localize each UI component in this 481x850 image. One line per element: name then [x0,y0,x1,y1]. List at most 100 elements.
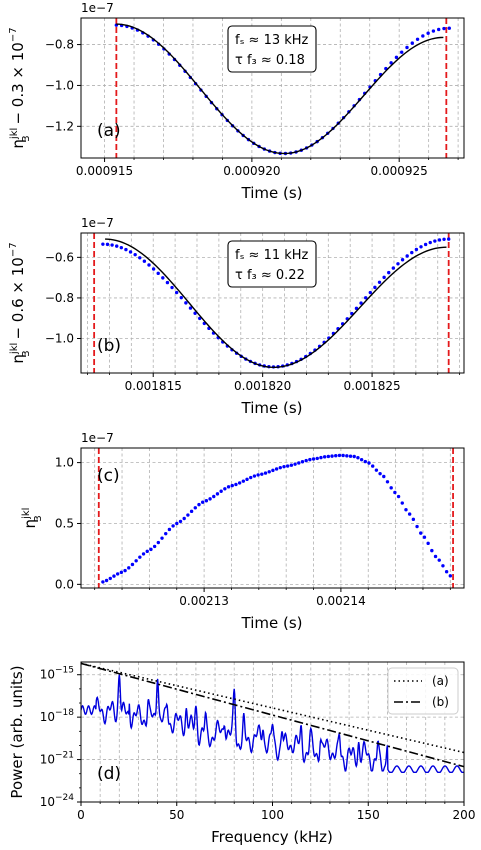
panel-c-label: (c) [97,466,120,486]
data-point [426,31,430,35]
data-point [252,474,257,478]
data-point [133,252,137,257]
data-point [446,237,451,241]
data-point [130,562,135,567]
data-point [134,559,138,563]
panel-c-grid [81,448,464,588]
x-tick-label: 0.001820 [234,379,291,393]
y-tick-label: −0.8 [45,38,74,52]
data-point [297,461,301,465]
y-tick-label: 0.5 [55,516,74,530]
panel-c-xlabel: Time (s) [241,614,303,632]
panel-a-annotation-fs: fₛ ≈ 13 kHz [235,33,309,48]
panel-c-ticks: 0.00213 0.00214 0.0 0.5 1.0 [55,456,451,608]
data-point [442,237,446,242]
y-tick-label: −0.6 [45,250,74,264]
data-point [308,457,312,462]
data-point [282,464,286,469]
panel-c-frame [80,447,465,589]
data-point [101,580,105,584]
data-point [179,295,183,300]
panel-a-xlabel: Time (s) [241,184,303,202]
data-point [404,507,408,512]
data-point [419,245,423,249]
data-point [382,474,386,479]
data-point [145,549,149,554]
panel-d-xlabel: Frequency (kHz) [211,828,333,846]
data-point [104,578,109,583]
data-point [188,306,193,310]
data-point [394,55,399,60]
data-point [186,513,190,517]
data-point [128,250,133,254]
data-point [127,566,131,570]
data-point [245,477,249,482]
data-point [115,572,120,576]
x-tick-label: 0.000915 [76,164,133,178]
data-point [396,262,400,266]
panel-c-data-points [101,453,453,584]
x-tick-label: 0 [77,808,85,822]
data-point [431,29,436,33]
data-point [208,497,212,501]
panel-d-legend: (a) (b) [387,667,459,715]
data-point [437,238,442,242]
data-point [161,276,165,280]
data-point [304,458,308,463]
data-point [422,535,427,539]
panel-a: 0.000915 0.000920 0.000925 −1.2 −1.0 −0.8 1e−… [8,1,465,202]
data-point [341,453,345,458]
data-point [219,489,223,493]
panel-b-offset-text: 1e−7 [81,216,114,230]
data-point [300,460,305,464]
data-point [215,492,220,496]
data-point [414,247,419,252]
data-point [437,27,441,32]
data-point [400,501,404,505]
y-tick-label: −1.0 [45,332,74,346]
data-point [315,456,319,461]
y-tick-label: 10−24 [40,793,75,809]
data-point [256,473,260,477]
x-tick-label: 0.00214 [316,594,366,608]
data-point [189,509,194,514]
panel-a-frame [80,17,465,159]
data-point [322,455,327,459]
data-point [197,502,201,507]
y-tick-label: −1.0 [45,78,74,92]
data-point [138,256,142,260]
data-point [421,34,425,38]
data-point [108,576,112,581]
data-point [123,568,127,573]
data-point [352,454,356,459]
data-point [182,516,186,521]
panel-d-ylabel: Power (arb. units) [8,665,26,798]
data-point [433,554,438,559]
data-point [226,485,231,489]
data-point [410,250,414,255]
data-point [178,519,183,524]
data-point [160,536,164,540]
data-point [377,280,382,284]
y-tick-label: 0.0 [55,577,74,591]
panel-a-fit-line [116,23,444,155]
data-point [147,263,151,267]
panel-b-annotation-tau: τ f₃ ≈ 0.22 [235,268,305,283]
data-point [405,45,409,50]
data-point [212,494,216,499]
data-point [249,475,253,480]
panel-b-ylabel: ηjkl3 − 0.6 × 10−7 [8,242,32,363]
data-point [149,547,153,552]
data-point [175,521,179,526]
panel-a-annotation-tau: τ f₃ ≈ 0.18 [235,53,305,68]
x-tick-label: 0.000920 [223,164,280,178]
data-point [378,471,382,476]
data-point [368,290,372,295]
data-point [263,471,268,475]
data-point [396,494,401,499]
x-tick-label: 0.001815 [125,379,182,393]
data-point [326,454,331,459]
data-point [110,243,114,247]
y-tick-label: −1.2 [45,119,74,133]
legend-label-b: (b) [432,695,449,709]
